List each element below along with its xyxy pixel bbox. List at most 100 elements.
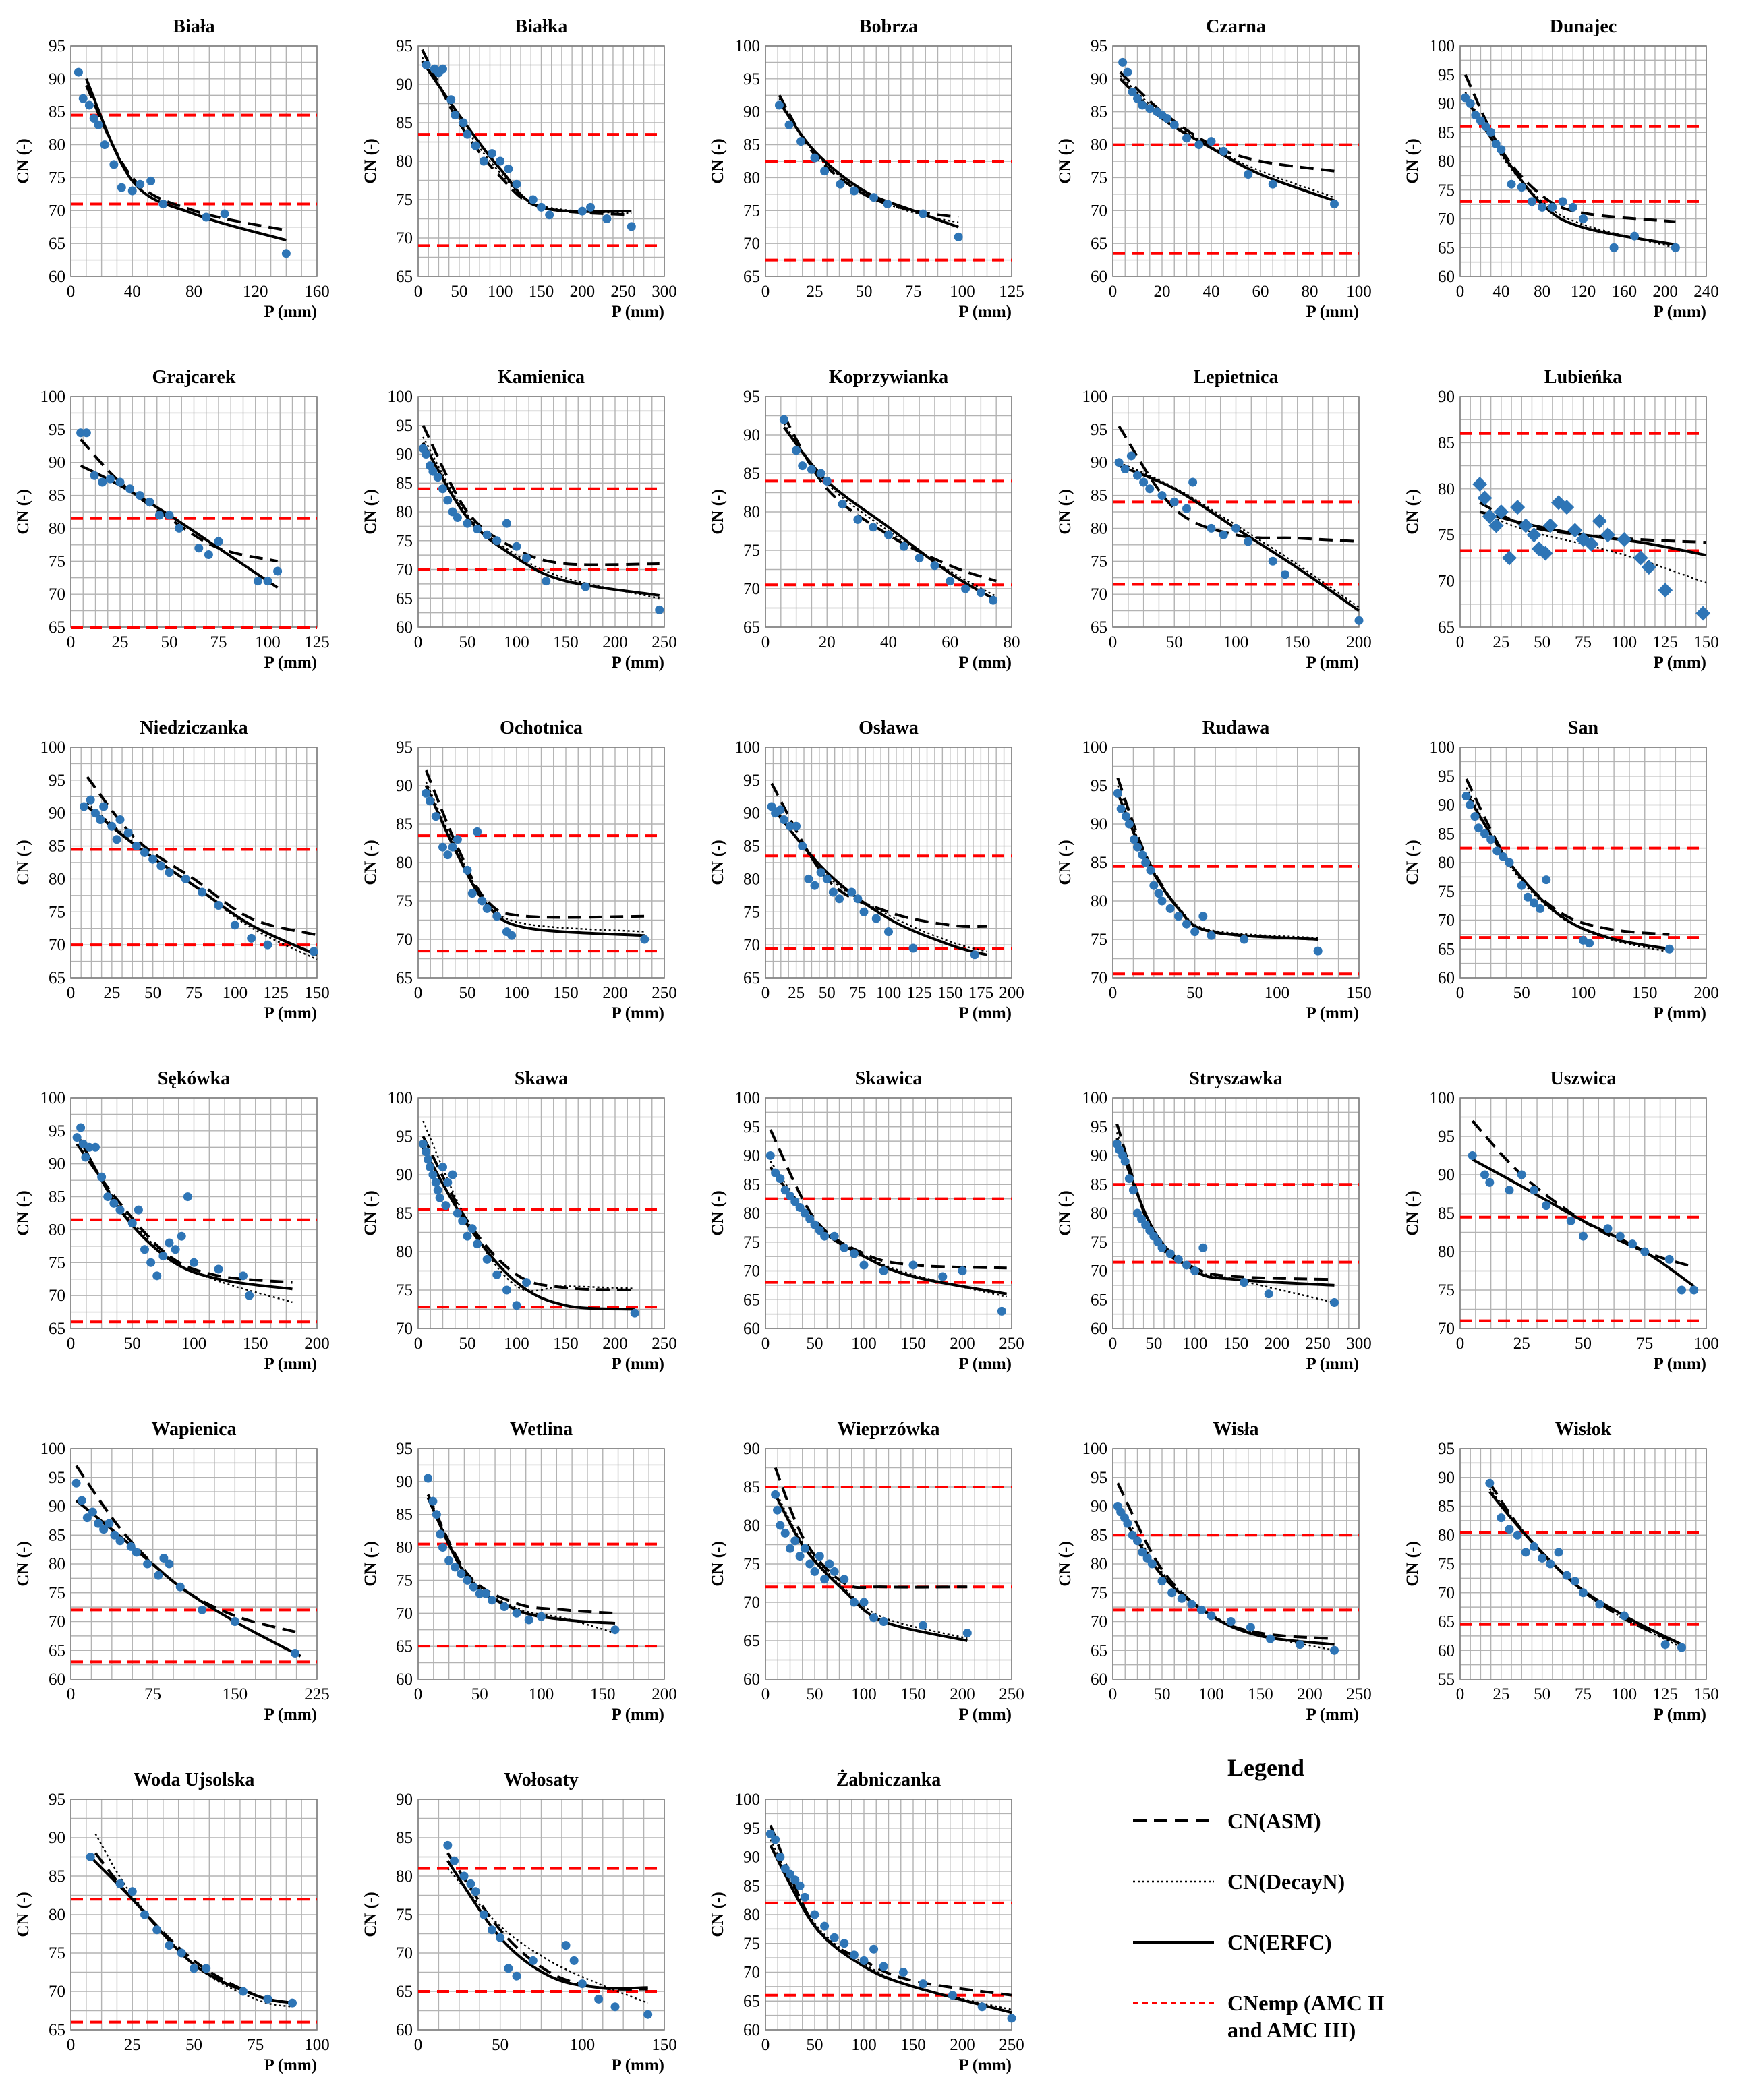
data-point	[1244, 170, 1253, 179]
chart-title: Sękówka	[158, 1068, 230, 1089]
x-tick-label: 100	[1612, 1685, 1637, 1703]
x-tick-label: 50	[807, 1685, 823, 1703]
data-point	[504, 164, 513, 173]
data-point	[239, 1271, 248, 1281]
data-point	[99, 1525, 109, 1534]
chart-title: Wapienica	[151, 1419, 236, 1440]
data-point	[655, 605, 664, 614]
chart-panel: 0 50 100 150 200 250 60 65 70 75 80 85 90 95 100 Skawic…	[709, 1068, 1024, 1373]
data-point	[263, 1994, 272, 2004]
y-tick-label: 90	[49, 70, 65, 88]
x-tick-label: 25	[788, 984, 805, 1002]
y-tick-label: 95	[396, 417, 413, 435]
x-axis-label: P (mm)	[959, 1705, 1012, 1724]
data-point	[1240, 935, 1249, 944]
x-tick-label: 200	[1693, 984, 1719, 1002]
data-point	[1133, 471, 1142, 480]
x-tick-label: 75	[1636, 1335, 1653, 1353]
y-tick-label: 80	[49, 1221, 65, 1239]
data-point	[1570, 1577, 1579, 1586]
y-tick-label: 90	[743, 1147, 760, 1165]
y-tick-label: 65	[49, 1641, 65, 1660]
data-point	[79, 802, 88, 811]
data-point	[117, 183, 126, 192]
data-point	[438, 1163, 447, 1172]
x-axis-label: P (mm)	[1306, 303, 1359, 321]
data-point	[94, 1519, 103, 1528]
cn-erfc-curve	[1118, 464, 1360, 612]
legend-label-emp-line2: and AMC III)	[1227, 2018, 1356, 2042]
x-tick-label: 50	[819, 984, 836, 1002]
y-axis-label: CN (-)	[709, 489, 727, 534]
y-tick-label: 70	[49, 202, 65, 220]
y-tick-label: 65	[743, 618, 760, 637]
data-point	[156, 861, 166, 871]
y-tick-label: 65	[743, 1992, 760, 2010]
data-point	[820, 1231, 830, 1241]
chart-title: Kamienica	[498, 367, 585, 388]
x-tick-label: 40	[880, 633, 897, 651]
data-point	[103, 1192, 113, 1202]
plot-frame	[70, 747, 318, 979]
data-point	[1592, 513, 1607, 529]
legend: Legend CN(ASM) CN(DecayN) CN(ERFC) CNemp…	[1113, 1747, 1490, 2084]
y-tick-label: 60	[396, 618, 413, 637]
x-tick-label: 150	[1248, 1685, 1273, 1703]
data-point	[786, 1544, 794, 1553]
data-point	[1585, 939, 1594, 948]
y-tick-label: 80	[743, 1906, 760, 1924]
y-tick-label: 90	[743, 426, 760, 444]
data-point	[86, 795, 95, 805]
data-point	[438, 842, 447, 852]
data-point	[869, 1944, 879, 1954]
y-tick-label: 90	[1438, 388, 1455, 406]
y-tick-label: 100	[1082, 738, 1108, 757]
x-tick-label: 0	[67, 1335, 76, 1353]
data-point	[1466, 800, 1475, 809]
y-tick-label: 90	[1438, 1469, 1455, 1487]
x-tick-label: 150	[1693, 1685, 1719, 1703]
y-axis-label: CN (-)	[1056, 138, 1074, 183]
legend-label-asm: CN(ASM)	[1227, 1809, 1321, 1833]
data-point	[1138, 850, 1147, 860]
data-point	[1488, 518, 1504, 533]
data-point	[976, 588, 985, 597]
gridlines	[765, 747, 1012, 979]
plot-frame	[1459, 1448, 1707, 1680]
y-tick-label: 75	[743, 202, 760, 220]
x-tick-label: 75	[185, 984, 202, 1002]
data-point	[820, 167, 830, 176]
y-tick-label: 85	[1438, 825, 1455, 843]
y-tick-label: 65	[1438, 239, 1455, 257]
data-point	[1182, 504, 1191, 513]
cn-decayn-curve	[425, 781, 645, 933]
data-point	[512, 542, 521, 551]
data-point	[183, 1192, 192, 1202]
data-point	[459, 1871, 469, 1881]
data-point	[800, 1208, 809, 1218]
data-point	[884, 927, 893, 937]
x-tick-label: 25	[103, 984, 120, 1002]
y-tick-label: 95	[49, 37, 65, 55]
y-axis-label: CN (-)	[709, 1892, 727, 1937]
gridlines	[70, 1097, 318, 1329]
data-point	[795, 1202, 805, 1212]
data-point	[453, 1208, 462, 1218]
data-point	[481, 1589, 490, 1598]
data-point	[815, 1226, 824, 1235]
x-axis-label: P (mm)	[264, 1705, 317, 1724]
y-tick-label: 70	[49, 585, 65, 604]
x-tick-label: 50	[471, 1685, 488, 1703]
data-point	[81, 1153, 90, 1162]
y-tick-label: 70	[743, 1964, 760, 1982]
data-point	[577, 206, 587, 216]
data-point	[422, 450, 431, 459]
y-tick-label: 90	[396, 1166, 413, 1184]
y-tick-label: 95	[396, 1128, 413, 1146]
data-point	[89, 113, 98, 123]
x-tick-label: 0	[1109, 1335, 1118, 1353]
cn-erfc-curve	[422, 442, 660, 597]
data-point	[962, 1629, 972, 1638]
chart-title: Białka	[515, 16, 568, 37]
data-point	[1485, 1478, 1495, 1488]
